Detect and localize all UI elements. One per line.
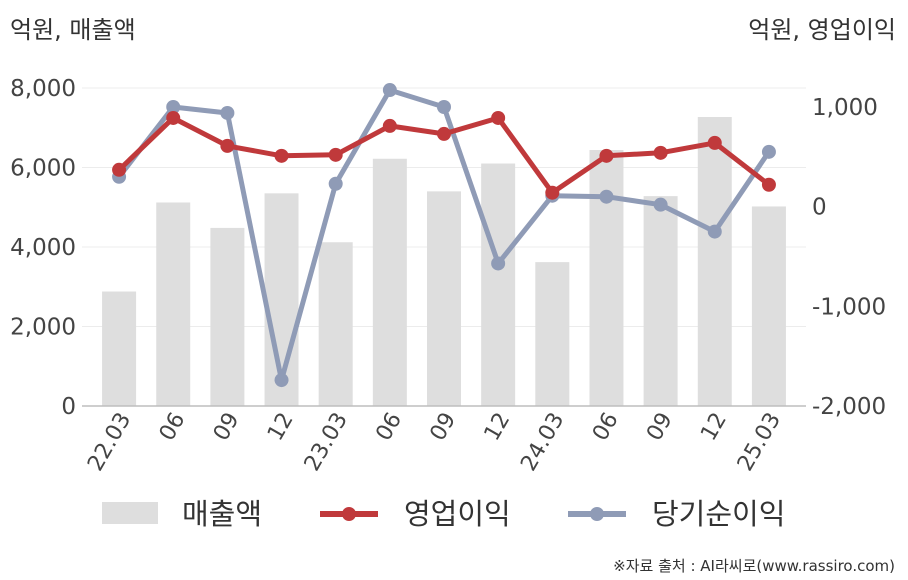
bar-series bbox=[102, 117, 786, 406]
point-net bbox=[599, 189, 614, 204]
legend-swatch-net-marker bbox=[590, 507, 604, 521]
bar-sales bbox=[318, 242, 353, 406]
point-operating bbox=[599, 148, 614, 163]
point-net bbox=[328, 176, 343, 191]
x-axis-tick-label: 12 bbox=[263, 409, 299, 446]
point-operating bbox=[761, 177, 776, 192]
left-axis-tick-label: 2,000 bbox=[10, 315, 76, 341]
point-net bbox=[761, 144, 776, 159]
point-operating bbox=[707, 135, 722, 150]
bar-sales bbox=[643, 196, 678, 406]
point-net bbox=[437, 100, 451, 114]
point-operating bbox=[220, 138, 235, 153]
left-axis-tick-label: 6,000 bbox=[10, 156, 76, 182]
point-net bbox=[653, 197, 668, 212]
source-note: ※자료 출처 : AI라씨로(www.rassiro.com) bbox=[613, 557, 895, 575]
bar-sales bbox=[210, 227, 245, 406]
point-net bbox=[382, 83, 397, 98]
right-axis-ticks: -2,000 -1,000 0 1,000 bbox=[812, 95, 886, 420]
x-axis-tick-label: 06 bbox=[371, 409, 407, 446]
x-axis-tick-label: 22.03 bbox=[83, 409, 136, 476]
x-axis-tick-label: 25.03 bbox=[733, 409, 786, 476]
legend-swatch-sales bbox=[102, 502, 158, 524]
point-operating bbox=[274, 148, 289, 163]
x-axis-tick-label: 06 bbox=[588, 409, 624, 446]
x-axis-tick-label: 09 bbox=[642, 409, 678, 446]
bar-sales bbox=[751, 206, 786, 406]
left-axis-tick-label: 8,000 bbox=[10, 76, 76, 102]
x-axis-ticks: 22.03 06 09 12 23.03 06 09 12 24.03 06 09 12 25.03 bbox=[83, 408, 786, 475]
bar-sales bbox=[535, 262, 570, 406]
left-axis-tick-label: 4,000 bbox=[10, 235, 76, 261]
x-axis-tick-label: 12 bbox=[696, 409, 732, 446]
line-series bbox=[112, 83, 776, 388]
x-axis-tick-label: 09 bbox=[426, 409, 462, 446]
point-operating bbox=[653, 145, 668, 160]
bar-sales bbox=[372, 158, 407, 406]
point-operating bbox=[328, 147, 343, 162]
right-axis-tick-label: 0 bbox=[812, 195, 827, 221]
x-axis-tick-label: 24.03 bbox=[516, 409, 569, 476]
legend-label-sales: 매출액 bbox=[182, 497, 262, 531]
bar-sales bbox=[156, 202, 191, 406]
left-axis-ticks: 0 2,000 4,000 6,000 8,000 bbox=[10, 76, 76, 420]
point-operating bbox=[437, 126, 451, 141]
right-axis-tick-label: -1,000 bbox=[812, 294, 886, 320]
left-axis-tick-label: 0 bbox=[61, 394, 76, 420]
x-axis-tick-label: 23.03 bbox=[300, 409, 353, 476]
point-net bbox=[491, 256, 506, 271]
point-net bbox=[220, 105, 235, 120]
point-operating bbox=[382, 118, 397, 133]
bar-sales bbox=[102, 291, 137, 406]
bar-sales bbox=[589, 150, 624, 406]
x-axis-tick-label: 12 bbox=[480, 408, 516, 445]
x-axis-tick-label: 09 bbox=[209, 409, 245, 446]
point-operating bbox=[166, 110, 181, 125]
point-net bbox=[274, 373, 289, 388]
legend: 매출액 영업이익 당기순이익 bbox=[102, 497, 785, 531]
bar-sales bbox=[481, 163, 516, 406]
right-axis-tick-label: 1,000 bbox=[812, 95, 878, 121]
point-operating bbox=[112, 162, 127, 177]
bar-sales bbox=[697, 117, 732, 406]
point-net bbox=[166, 100, 181, 114]
legend-label-net: 당기순이익 bbox=[652, 497, 785, 531]
legend-swatch-operating-marker bbox=[342, 507, 356, 521]
point-operating bbox=[491, 110, 506, 125]
bar-sales bbox=[427, 191, 461, 406]
right-axis-unit-label: 억원, 영업이익 bbox=[748, 16, 896, 44]
left-axis-unit-label: 억원, 매출액 bbox=[10, 16, 136, 44]
point-operating bbox=[545, 185, 560, 200]
legend-label-operating: 영업이익 bbox=[404, 497, 511, 531]
right-axis-tick-label: -2,000 bbox=[812, 394, 886, 420]
x-axis-tick-label: 06 bbox=[155, 409, 191, 446]
point-net bbox=[707, 224, 722, 239]
